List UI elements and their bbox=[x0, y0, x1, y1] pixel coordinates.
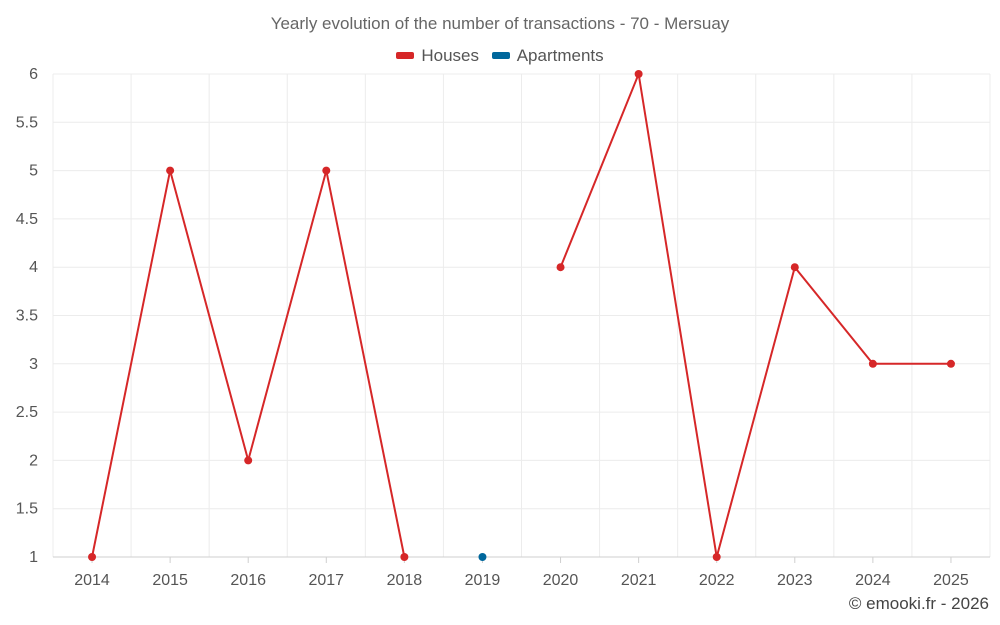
series-line-houses bbox=[793, 266, 874, 365]
y-tick-label: 2 bbox=[29, 452, 38, 469]
series-line-houses bbox=[325, 169, 406, 558]
y-tick-label: 4 bbox=[29, 259, 38, 276]
series-line-houses bbox=[559, 73, 640, 269]
x-tick-label: 2021 bbox=[621, 572, 657, 589]
x-tick-label: 2022 bbox=[699, 572, 735, 589]
x-tick-label: 2023 bbox=[777, 572, 813, 589]
series-line-houses bbox=[715, 266, 796, 558]
data-point-apartments bbox=[478, 553, 487, 561]
legend-swatch-apartments bbox=[491, 52, 510, 59]
y-tick-label: 1 bbox=[29, 549, 38, 566]
series-line-houses bbox=[637, 73, 718, 558]
data-point-houses bbox=[556, 263, 565, 272]
legend-label-apartments: Apartments bbox=[516, 45, 604, 65]
legend-swatch-houses bbox=[396, 52, 415, 59]
x-tick-label: 2024 bbox=[855, 572, 891, 589]
data-point-houses bbox=[712, 553, 721, 561]
y-tick-label: 5 bbox=[29, 163, 38, 180]
x-tick-label: 2014 bbox=[74, 572, 110, 589]
data-point-houses bbox=[634, 70, 643, 78]
data-point-houses bbox=[88, 553, 97, 561]
series-line-houses bbox=[91, 169, 172, 558]
chart-title: Yearly evolution of the number of transa… bbox=[270, 14, 730, 33]
x-tick-label: 2015 bbox=[152, 572, 188, 589]
series-line-houses bbox=[169, 169, 250, 462]
x-tick-label: 2025 bbox=[933, 572, 969, 589]
data-point-houses bbox=[400, 553, 409, 561]
data-point-houses bbox=[166, 166, 175, 175]
y-tick-label: 3.5 bbox=[16, 308, 38, 325]
legend-label-houses: Houses bbox=[421, 45, 479, 65]
data-point-houses bbox=[244, 456, 253, 465]
x-tick-label: 2016 bbox=[230, 572, 266, 589]
data-point-houses bbox=[946, 359, 955, 368]
data-point-houses bbox=[322, 166, 331, 175]
data-point-houses bbox=[868, 359, 877, 368]
y-tick-label: 2.5 bbox=[16, 404, 38, 421]
chart-legend: Houses Apartments bbox=[0, 44, 1000, 66]
x-tick-label: 2017 bbox=[308, 572, 344, 589]
x-tick-label: 2019 bbox=[465, 572, 501, 589]
data-point-houses bbox=[790, 263, 799, 272]
y-tick-label: 4.5 bbox=[16, 211, 38, 228]
y-tick-label: 5.5 bbox=[16, 114, 38, 131]
credit-text: © emooki.fr - 2026 bbox=[848, 594, 989, 613]
y-tick-label: 3 bbox=[29, 356, 38, 373]
series-line-houses bbox=[247, 169, 328, 462]
x-tick-label: 2018 bbox=[387, 572, 423, 589]
y-tick-label: 6 bbox=[29, 66, 38, 83]
legend-item-houses[interactable]: Houses bbox=[396, 46, 479, 66]
y-tick-label: 1.5 bbox=[16, 501, 38, 518]
x-tick-label: 2020 bbox=[543, 572, 579, 589]
legend-item-apartments[interactable]: Apartments bbox=[491, 45, 604, 66]
